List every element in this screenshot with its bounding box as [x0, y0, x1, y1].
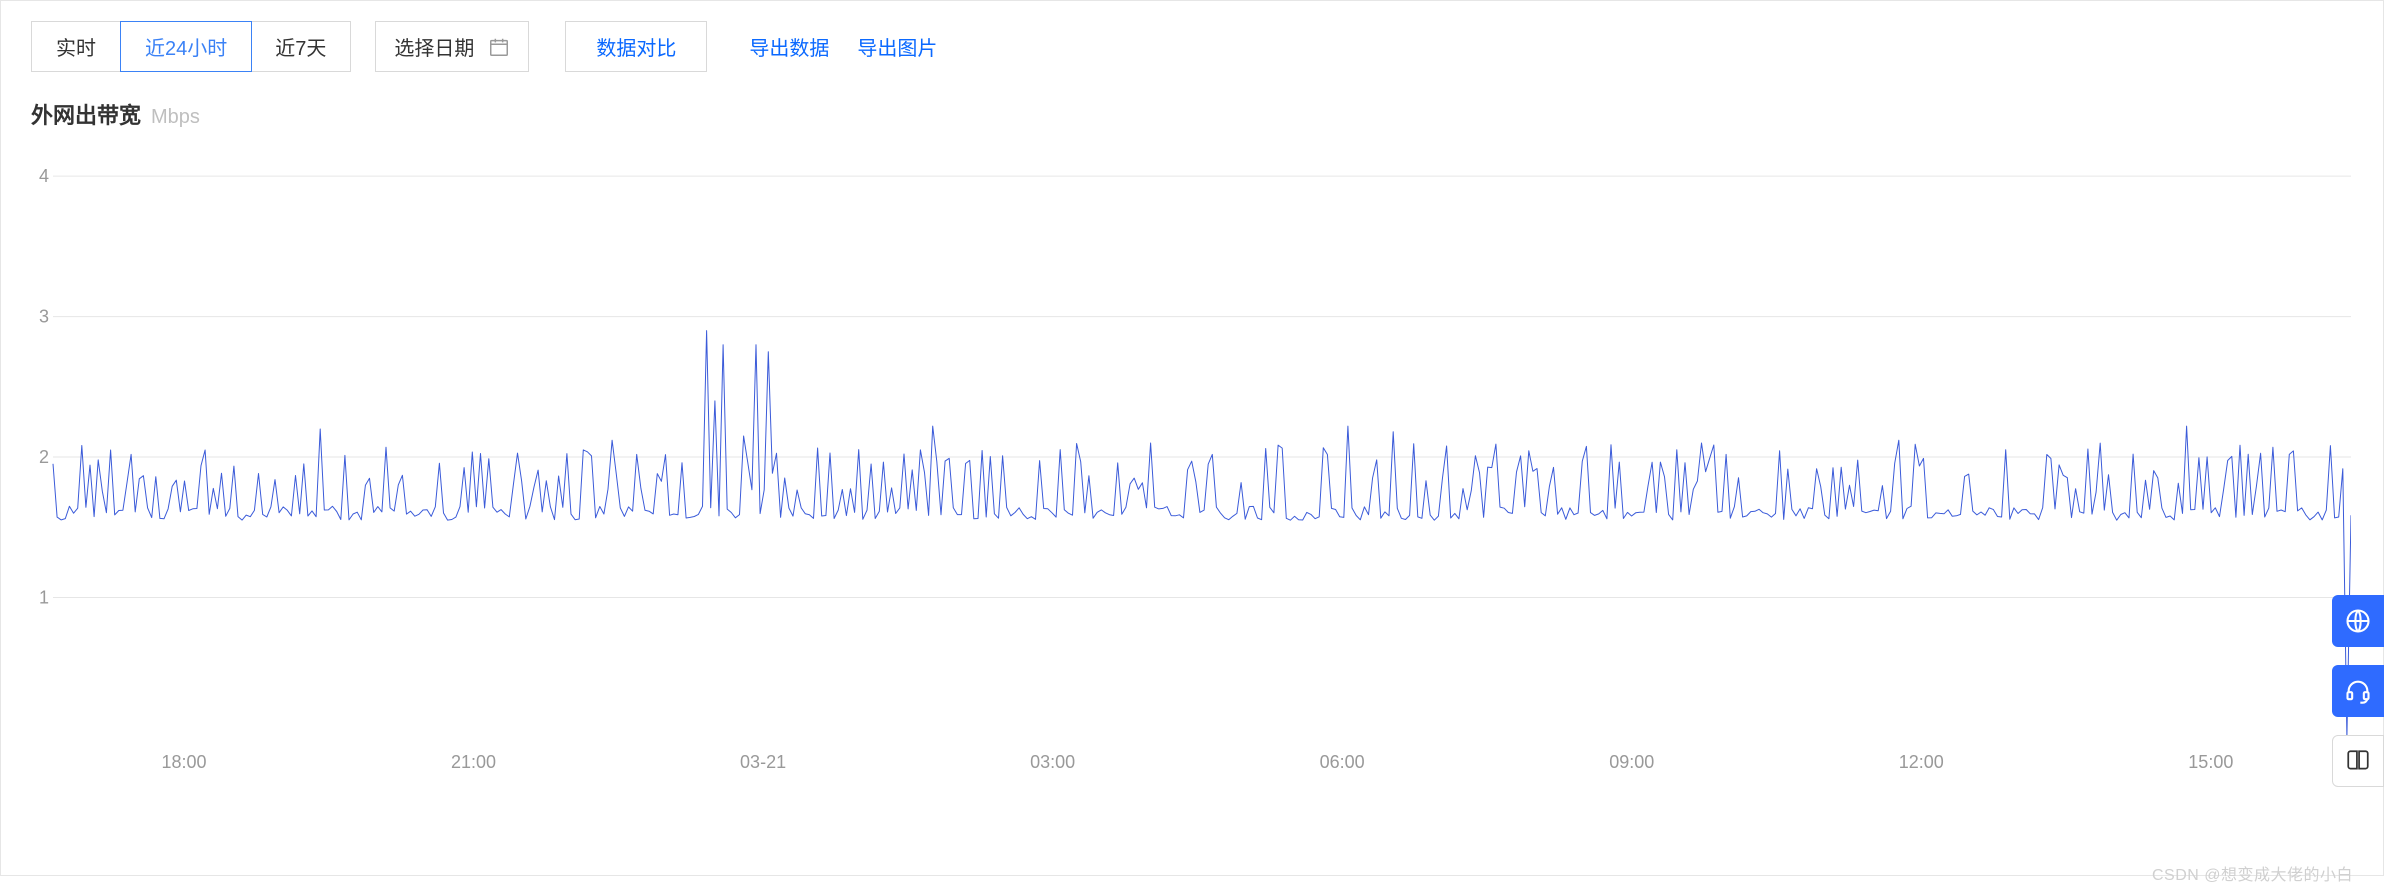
- bandwidth-panel: 实时 近24小时 近7天 选择日期 数据对比 导出数据 导出图片 外网出带宽 M…: [0, 0, 2384, 876]
- bandwidth-line-chart: 1 2 3 4 18:00 21:00 03-21 03:00 06:00 09:00 12:00 1…: [31, 148, 2351, 788]
- tab-realtime[interactable]: 实时: [32, 22, 121, 71]
- svg-text:03-21: 03-21: [740, 752, 786, 772]
- chart-unit: Mbps: [151, 106, 200, 129]
- globe-icon: [2344, 607, 2372, 635]
- svg-text:21:00: 21:00: [451, 752, 496, 772]
- book-icon: [2345, 748, 2371, 774]
- svg-text:03:00: 03:00: [1030, 752, 1075, 772]
- svg-text:4: 4: [39, 166, 49, 186]
- headset-icon: [2344, 677, 2372, 705]
- chart-title-row: 外网出带宽 Mbps: [31, 98, 2353, 130]
- svg-text:09:00: 09:00: [1609, 752, 1654, 772]
- calendar-icon: [488, 36, 510, 58]
- export-image-link[interactable]: 导出图片: [857, 32, 937, 61]
- svg-text:18:00: 18:00: [161, 752, 206, 772]
- date-select-label: 选择日期: [394, 32, 474, 61]
- time-range-tabs: 实时 近24小时 近7天: [31, 21, 351, 72]
- svg-text:2: 2: [39, 447, 49, 467]
- chart-area: 1 2 3 4 18:00 21:00 03-21 03:00 06:00 09:00 12:00 1…: [31, 148, 2351, 788]
- watermark-text: CSDN @想变成大佬的小白: [2152, 861, 2353, 885]
- svg-text:06:00: 06:00: [1320, 752, 1365, 772]
- tab-7d[interactable]: 近7天: [251, 22, 350, 71]
- svg-text:3: 3: [39, 307, 49, 327]
- docs-button[interactable]: [2332, 735, 2384, 787]
- globe-button[interactable]: [2332, 595, 2384, 647]
- side-float-buttons: [2332, 595, 2384, 787]
- export-data-link[interactable]: 导出数据: [749, 32, 829, 61]
- svg-text:1: 1: [39, 588, 49, 608]
- date-select-button[interactable]: 选择日期: [375, 21, 529, 72]
- svg-text:12:00: 12:00: [1899, 752, 1944, 772]
- svg-text:15:00: 15:00: [2188, 752, 2233, 772]
- support-button[interactable]: [2332, 665, 2384, 717]
- chart-title: 外网出带宽: [31, 98, 141, 130]
- compare-button[interactable]: 数据对比: [565, 21, 707, 72]
- toolbar: 实时 近24小时 近7天 选择日期 数据对比 导出数据 导出图片: [31, 21, 2353, 72]
- tab-24h[interactable]: 近24小时: [120, 21, 252, 72]
